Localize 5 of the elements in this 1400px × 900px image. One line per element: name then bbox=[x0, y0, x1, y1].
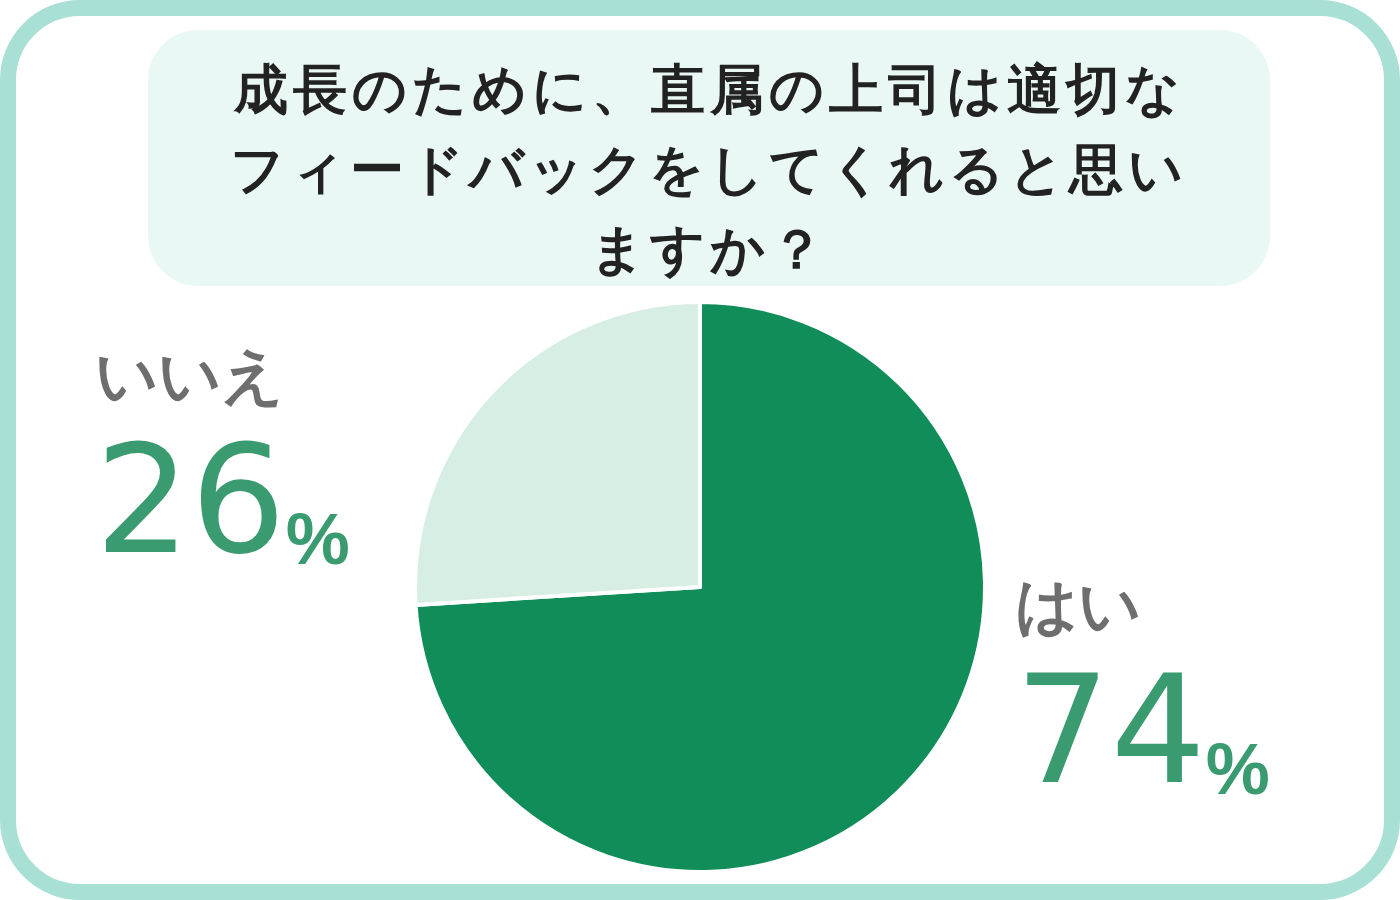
data-label: 26% bbox=[95, 413, 350, 587]
data-label: 74% bbox=[1015, 643, 1270, 817]
chart-title: 成長のために、直属の上司は適切なフィードバックをしてくれると思いますか？ bbox=[229, 57, 1189, 283]
slice-label: はい bbox=[1015, 570, 1141, 640]
slice-label: いいえ bbox=[95, 340, 284, 410]
